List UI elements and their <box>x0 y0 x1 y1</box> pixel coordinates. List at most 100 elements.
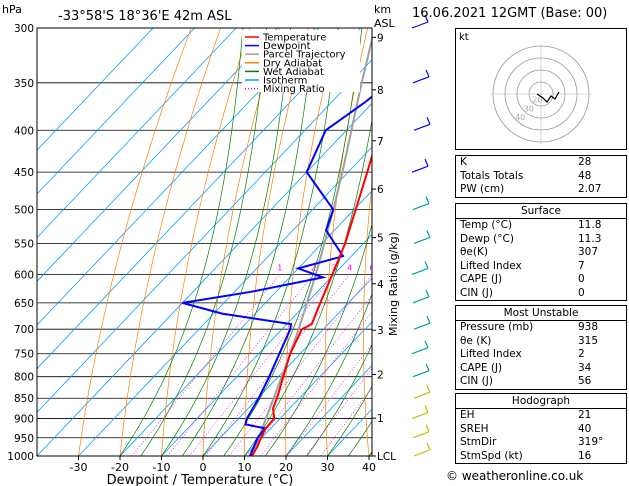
isotherm-line <box>37 28 154 151</box>
isotherm-line <box>37 102 372 456</box>
dry-adiabat-line <box>285 28 339 456</box>
most-unstable-label: CAPE (J) <box>460 361 503 374</box>
wind-barb-flag <box>424 261 429 269</box>
pressure-tick-label: 400 <box>14 125 34 137</box>
most-unstable-label: θe (K) <box>460 334 492 347</box>
hodograph-ring-label: 20 <box>532 96 542 105</box>
wind-barb <box>413 449 431 457</box>
isotherm-line <box>37 28 237 239</box>
wind-barb-flag <box>426 442 431 451</box>
legend-item-label: Mixing Ratio <box>263 84 325 95</box>
mixing-ratio-label: 6 <box>369 263 374 272</box>
pressure-tick-label: 1000 <box>7 451 34 463</box>
date-label: 16.06.2021 12GMT (Base: 00) <box>412 6 608 21</box>
index-row: K 28 <box>456 156 626 170</box>
surface-value: 0 <box>578 286 585 299</box>
km-tick-label: 7 <box>377 136 384 148</box>
wind-barb-flag <box>426 230 431 238</box>
wet-adiabat-line <box>223 28 363 456</box>
pressure-tick-label: 500 <box>14 205 34 217</box>
wind-barb-flag <box>425 363 430 371</box>
km-tick-label: 3 <box>377 325 384 337</box>
mixing-ratio-line <box>305 367 372 456</box>
hodograph-kt-label: kt <box>459 32 469 43</box>
wind-barb <box>412 296 430 304</box>
hodograph-stat-value: 40 <box>578 422 592 435</box>
hodograph-stat-label: SREH <box>460 422 489 435</box>
x-tick-label: 30 <box>321 461 335 474</box>
km-tick-label: 4 <box>377 279 384 291</box>
x-tick-label: -30 <box>70 461 88 474</box>
parcel-trajectory-trace <box>251 35 372 456</box>
wind-barb-flag <box>426 384 431 393</box>
km-tick-label: 9 <box>377 32 384 44</box>
background-grid <box>37 28 372 456</box>
index-value: 48 <box>578 169 592 182</box>
isotherm-line <box>37 28 278 282</box>
profile-traces: 1 2 3 4 6 8 10 15 20 25 <box>182 35 374 456</box>
most-unstable-row: Lifted Index 2 <box>456 348 626 362</box>
plot-frame <box>36 27 373 457</box>
isotherm-line <box>78 146 372 456</box>
wind-barbs <box>411 14 431 457</box>
wind-barb <box>413 391 431 399</box>
mixing-ratio-line <box>205 274 350 456</box>
x-tick-label: 10 <box>238 461 252 474</box>
index-value: 2.07 <box>578 183 602 195</box>
hpa-label: hPa <box>2 3 22 16</box>
wind-barb-flag <box>424 340 429 348</box>
most-unstable-row: CAPE (J) 34 <box>456 362 626 376</box>
dry-adiabat-line <box>119 28 221 456</box>
surface-label: Lifted Index <box>460 259 522 272</box>
temperature-trace <box>251 152 372 456</box>
hodograph-stat-row: StmDir 319° <box>456 436 626 450</box>
most-unstable-title: Most Unstable <box>456 306 626 321</box>
hodograph-stat-value: 319° <box>578 436 604 448</box>
pressure-tick-label: 950 <box>14 433 34 445</box>
wet-adiabat-line <box>161 28 291 456</box>
km-tick-label: 2 <box>377 369 384 381</box>
wind-barb <box>413 322 431 330</box>
legend-item-label: Temperature <box>262 33 326 44</box>
dry-adiabat-line <box>202 28 280 456</box>
index-value: 28 <box>578 156 592 168</box>
most-unstable-label: Lifted Index <box>460 348 522 360</box>
legend-item-label: Parcel Trajectory <box>263 50 346 61</box>
wet-adiabat-line <box>327 385 372 456</box>
x-tick-label: 40 <box>362 461 376 474</box>
wind-barb-flag <box>425 196 430 204</box>
hodograph-table-title: Hodograph <box>456 394 626 409</box>
isotherm-line <box>37 59 372 413</box>
km-tick-label: 5 <box>377 233 384 245</box>
surface-title: Surface <box>456 204 626 219</box>
most-unstable-label: CIN (J) <box>460 375 493 387</box>
x-tick-label: -20 <box>111 461 129 474</box>
most-unstable-value: 315 <box>578 334 599 347</box>
indices-table: K 28 Totals Totals 48 PW (cm) 2.07 <box>455 155 627 198</box>
legend-item-label: Dry Adiabat <box>263 58 322 69</box>
surface-label: CAPE (J) <box>460 273 503 285</box>
pressure-tick-label: 550 <box>14 238 34 250</box>
wet-adiabat-line <box>306 343 372 456</box>
surface-row: Lifted Index 7 <box>456 260 626 274</box>
km-tick-label: 8 <box>377 85 384 97</box>
pressure-tick-label: 800 <box>14 372 34 384</box>
pressure-tick-label: 350 <box>14 78 34 90</box>
hodograph-stat-label: StmDir <box>460 436 497 448</box>
surface-label: CIN (J) <box>460 286 493 299</box>
legend-item-label: Isotherm <box>263 76 307 87</box>
wind-barb-flag <box>426 117 431 125</box>
surface-row: Dewp (°C) 11.3 <box>456 233 626 247</box>
hodograph-stat-label: StmSpd (kt) <box>460 449 523 462</box>
wind-barb <box>413 236 431 245</box>
mixing-ratio-line <box>228 274 372 456</box>
axes: 3003504004505005506006507007508008509009… <box>7 23 396 474</box>
hodograph-ring-label: 30 <box>524 104 534 113</box>
pressure-tick-label: 900 <box>14 414 34 426</box>
wind-barb-flag <box>426 315 431 324</box>
wet-adiabat-line <box>140 28 268 456</box>
most-unstable-value: 56 <box>578 375 592 387</box>
x-tick-label: 20 <box>279 461 293 474</box>
